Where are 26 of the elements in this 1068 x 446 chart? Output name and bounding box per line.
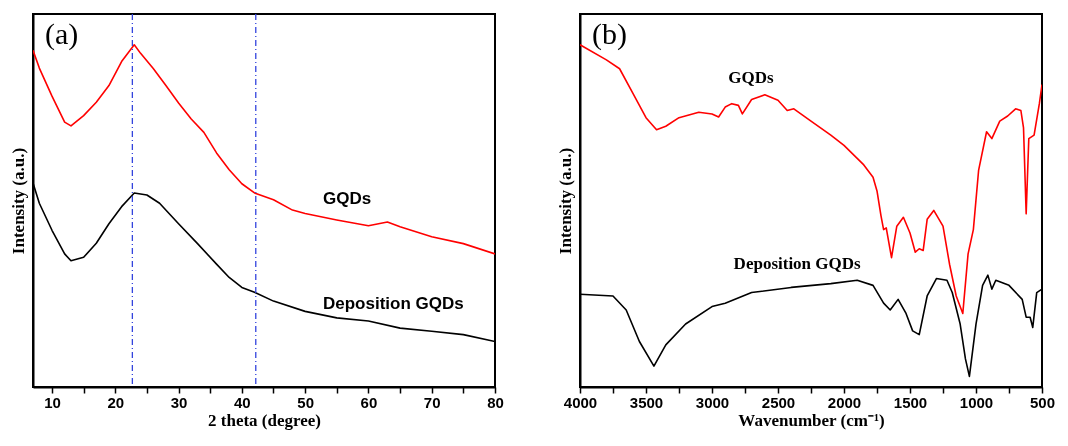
x-axis-title: Wavenumber (cm⁻¹) [738, 410, 885, 430]
series-label: Deposition GQDs [733, 253, 862, 273]
x-tick-label: 3500 [629, 393, 664, 411]
x-tick-label: 10 [44, 393, 61, 411]
x-tick-label: 1500 [893, 393, 928, 411]
x-tick-label: 80 [487, 393, 504, 411]
annotation: (a) [45, 17, 79, 51]
x-tick-label: 30 [170, 393, 188, 411]
y-axis-title: Intensity (a.u.) [8, 147, 28, 255]
x-tick-label: 2500 [761, 393, 796, 411]
x-tick-label: 20 [107, 393, 125, 411]
x-tick-label: 60 [360, 393, 378, 411]
x-axis-title: 2 theta (degree) [208, 410, 321, 430]
x-tick-label: 40 [234, 393, 251, 411]
annotation: (b) [592, 17, 627, 51]
series-label: Deposition GQDs [322, 293, 464, 313]
x-tick-label: 50 [297, 393, 314, 411]
x-tick-label: 500 [1029, 393, 1056, 411]
x-tick-label: 3000 [695, 393, 730, 411]
series-label: GQDs [728, 67, 774, 87]
x-tick-label: 4000 [563, 393, 598, 411]
x-tick-label: 2000 [827, 393, 862, 411]
x-tick-label: 70 [423, 393, 441, 411]
x-tick-label: 1000 [959, 393, 994, 411]
y-axis-title: Intensity (a.u.) [555, 147, 575, 255]
series-label: GQDs [323, 188, 372, 208]
